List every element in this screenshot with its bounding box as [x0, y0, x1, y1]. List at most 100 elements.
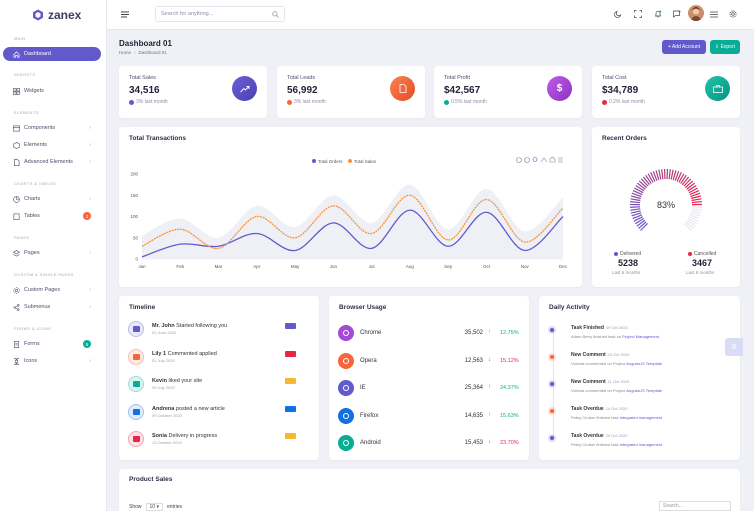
activity-link[interactable]: AngularJS Template: [626, 388, 663, 393]
activity-desc: Petey Cruiser finished task Integrated m…: [571, 442, 662, 447]
stat-card-leads: Total Leads 56,992 3% last month: [277, 66, 425, 118]
chevron-right-icon: ›: [89, 125, 91, 131]
sidebar-item-pages[interactable]: Pages ›: [3, 246, 101, 260]
sidebar-item-widgets[interactable]: Widgets: [3, 84, 101, 98]
gauge-tick: [688, 216, 699, 222]
timeline-name: Mr. John: [152, 323, 175, 329]
search-icon[interactable]: [272, 11, 279, 18]
dollar-icon: $: [547, 76, 572, 101]
legend-swatch-orders: [312, 159, 316, 163]
stat-label: Total Leads: [287, 75, 316, 81]
file-text-icon: [390, 76, 415, 101]
bell-icon[interactable]: [652, 8, 664, 20]
cancelled-sub: Last 6 months: [686, 270, 715, 275]
stat-change: 3% last month: [287, 99, 326, 105]
sidebar-item-custom-pages[interactable]: Custom Pages ›: [3, 283, 101, 297]
message-icon[interactable]: [671, 8, 683, 20]
timeline-item: Lily 1 Commented applied 01 July 2020: [128, 348, 308, 371]
x-tick-label: Oct: [483, 264, 491, 269]
avatar[interactable]: [688, 5, 704, 21]
card-title: Recent Orders: [602, 135, 647, 142]
ie-icon: [338, 380, 354, 396]
sidebar-item-elements[interactable]: Elements ›: [3, 138, 101, 152]
chevron-right-icon: ›: [89, 358, 91, 364]
forms-badge: 5: [83, 340, 91, 348]
entries-select[interactable]: 10 ▾: [145, 503, 163, 511]
stat-label: Total Profit: [444, 75, 470, 81]
zoom-out-icon[interactable]: [524, 157, 530, 163]
sidebar-item-charts[interactable]: Charts ›: [3, 192, 101, 206]
settings-toggle-tab[interactable]: ⚙: [725, 338, 743, 356]
timeline-date: 01 July 2020: [152, 357, 175, 363]
y-tick-label: 100: [130, 214, 138, 219]
sidebar-item-advanced-elements[interactable]: Advanced Elements ›: [3, 155, 101, 169]
android-icon: [338, 435, 354, 451]
chart-toolbar[interactable]: [516, 156, 564, 163]
gauge-tick: [658, 169, 662, 180]
timeline-item: Kevin liked your site 05 July 2020: [128, 376, 308, 398]
section-forms-icons: FORMS & ICONS: [14, 326, 52, 331]
section-elements: ELEMENTS: [14, 110, 39, 115]
breadcrumb-current: Dashboard 01: [138, 50, 167, 55]
sidebar-item-dashboard[interactable]: Dashboard: [3, 47, 101, 61]
delivered-sub: Last 6 months: [612, 270, 641, 275]
gauge-tick: [691, 195, 702, 200]
sidebar-item-submenus[interactable]: Submenus ›: [3, 300, 101, 314]
gauge-tick: [630, 195, 641, 200]
x-tick-label: Jul: [369, 264, 375, 269]
activity-link[interactable]: AngularJS Template: [626, 361, 663, 366]
radial-bar: [629, 169, 703, 231]
moon-icon[interactable]: [612, 8, 624, 20]
sidebar-item-label: Pages: [24, 250, 40, 256]
browser-name: Firefox: [360, 412, 379, 419]
gear-icon[interactable]: [727, 8, 739, 20]
stat-change: 3% last month: [129, 99, 168, 105]
browser-name: IE: [360, 385, 366, 391]
search-input[interactable]: Search for anything...: [155, 6, 285, 22]
breadcrumb-home[interactable]: Home: [119, 50, 132, 55]
activity-date: 15 Oct 2020: [607, 352, 630, 357]
browser-row: Opera 12,563 ↓ 15.12%: [338, 352, 519, 373]
gauge-tick: [689, 190, 700, 196]
logo[interactable]: zanex: [0, 0, 107, 30]
sidebar-item-forms[interactable]: Forms 5: [3, 337, 101, 351]
gauge-tick: [678, 173, 685, 183]
home-reset-icon[interactable]: [549, 156, 556, 163]
list-menu-icon[interactable]: [708, 8, 720, 20]
activity-link[interactable]: Project Management: [622, 334, 660, 339]
export-button[interactable]: ⇩ Export: [710, 40, 740, 54]
sidebar-item-tables[interactable]: Tables 2: [3, 209, 101, 223]
activity-link[interactable]: Integrated management: [619, 442, 663, 447]
gauge-tick: [631, 192, 642, 198]
sidebar-item-icons[interactable]: Icons ›: [3, 354, 101, 368]
menu-icon[interactable]: [558, 157, 563, 163]
search-zoom-icon[interactable]: [532, 157, 538, 162]
activity-item: New Comment 15 Oct 2020 Victoria commente…: [549, 352, 729, 379]
table-search-input[interactable]: Search...: [659, 501, 731, 511]
pan-icon[interactable]: [540, 157, 548, 163]
stat-card-cost: Total Cost $34,789 0.2% last month: [592, 66, 740, 118]
show-label: Show: [129, 504, 142, 510]
chrome-icon: [338, 325, 354, 341]
gauge-tick: [691, 208, 702, 211]
activity-link[interactable]: Integrated management: [619, 415, 663, 420]
gauge-tick: [647, 173, 654, 183]
gauge-tick: [645, 174, 652, 184]
sidebar-item-components[interactable]: Components ›: [3, 121, 101, 135]
gauge-tick: [632, 214, 643, 220]
entries-value: 10: [149, 504, 156, 510]
menu-toggle-icon[interactable]: [119, 8, 131, 20]
activity-desc-text: Victoria commented on Project: [571, 361, 627, 366]
grid-icon: [13, 87, 20, 95]
transactions-chart: Total Orders Total Sales 0 50 100 150 200 Jan…: [130, 156, 568, 269]
gauge-tick: [637, 182, 646, 190]
gauge-tick: [691, 201, 702, 204]
gauge-tick: [680, 174, 687, 184]
recent-orders-card: Recent Orders 83% Delivered 5238 Last 6 …: [592, 127, 740, 287]
delivered-value: 5238: [618, 258, 639, 268]
fullscreen-icon[interactable]: [632, 8, 644, 20]
add-account-button[interactable]: + Add Account: [662, 40, 706, 54]
card-title: Product Sales: [129, 476, 173, 483]
timeline-action: Started following you: [174, 323, 228, 329]
zoom-in-icon[interactable]: [516, 157, 522, 163]
